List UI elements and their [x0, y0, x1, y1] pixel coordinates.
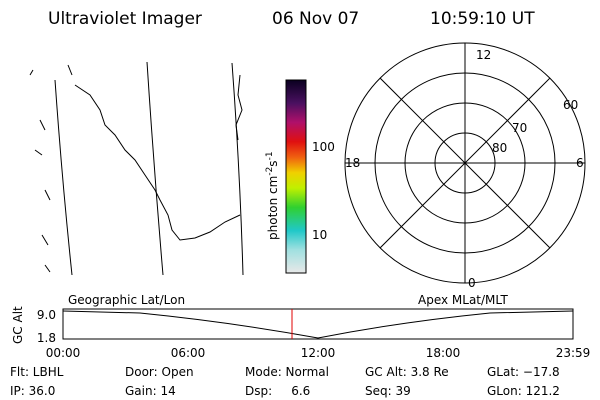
alt-ylabel: GC Alt [11, 306, 25, 344]
alt-xtick: 06:00 [171, 346, 206, 360]
footer-item: Seq: 39 [365, 384, 411, 398]
alt-ytick: 9.0 [37, 308, 56, 322]
mlt-label: 0 [468, 276, 476, 290]
alt-left-label: Geographic Lat/Lon [68, 293, 185, 307]
title: Ultraviolet Imager [48, 9, 202, 29]
alt-xtick: 00:00 [46, 346, 81, 360]
footer-item: Door: Open [125, 365, 194, 379]
footer-item: Mode: Normal [245, 365, 329, 379]
lat-label: 80 [492, 141, 507, 155]
lat-label: 70 [512, 121, 527, 135]
mlt-label: 6 [576, 156, 584, 170]
date: 06 Nov 07 [272, 9, 359, 29]
alt-xticks: 00:00 06:00 12:00 18:00 23:59 [46, 346, 591, 360]
colorbar [285, 79, 307, 274]
alt-right-label: Apex MLat/MLT [418, 293, 508, 307]
footer-item: GLon: 121.2 [487, 384, 560, 398]
footer-item: Dsp: 6.6 [245, 384, 310, 398]
footer-item: IP: 36.0 [10, 384, 55, 398]
colorbar-tick: 10 [312, 228, 327, 242]
alt-curve [62, 310, 574, 339]
footer: Flt: LBHL Door: Open Mode: Normal GC Alt: 3… [10, 365, 560, 398]
alt-xtick: 18:00 [426, 346, 461, 360]
time: 10:59:10 UT [430, 9, 535, 29]
polar-grid [344, 42, 586, 284]
colorbar-tick: 100 [312, 140, 335, 154]
footer-item: GC Alt: 3.8 Re [365, 365, 449, 379]
colorbar-label: photon cm-2s-1 [265, 151, 280, 240]
footer-item: Flt: LBHL [10, 365, 64, 379]
map [29, 61, 244, 276]
lat-label: 60 [563, 98, 578, 112]
mlt-label: 18 [345, 156, 360, 170]
alt-xtick: 12:00 [301, 346, 336, 360]
alt-ytick: 1.8 [37, 331, 56, 345]
mlt-label: 12 [476, 48, 491, 62]
footer-item: GLat: −17.8 [487, 365, 560, 379]
alt-xtick: 23:59 [556, 346, 591, 360]
alt-frame [62, 308, 574, 340]
footer-item: Gain: 14 [125, 384, 176, 398]
